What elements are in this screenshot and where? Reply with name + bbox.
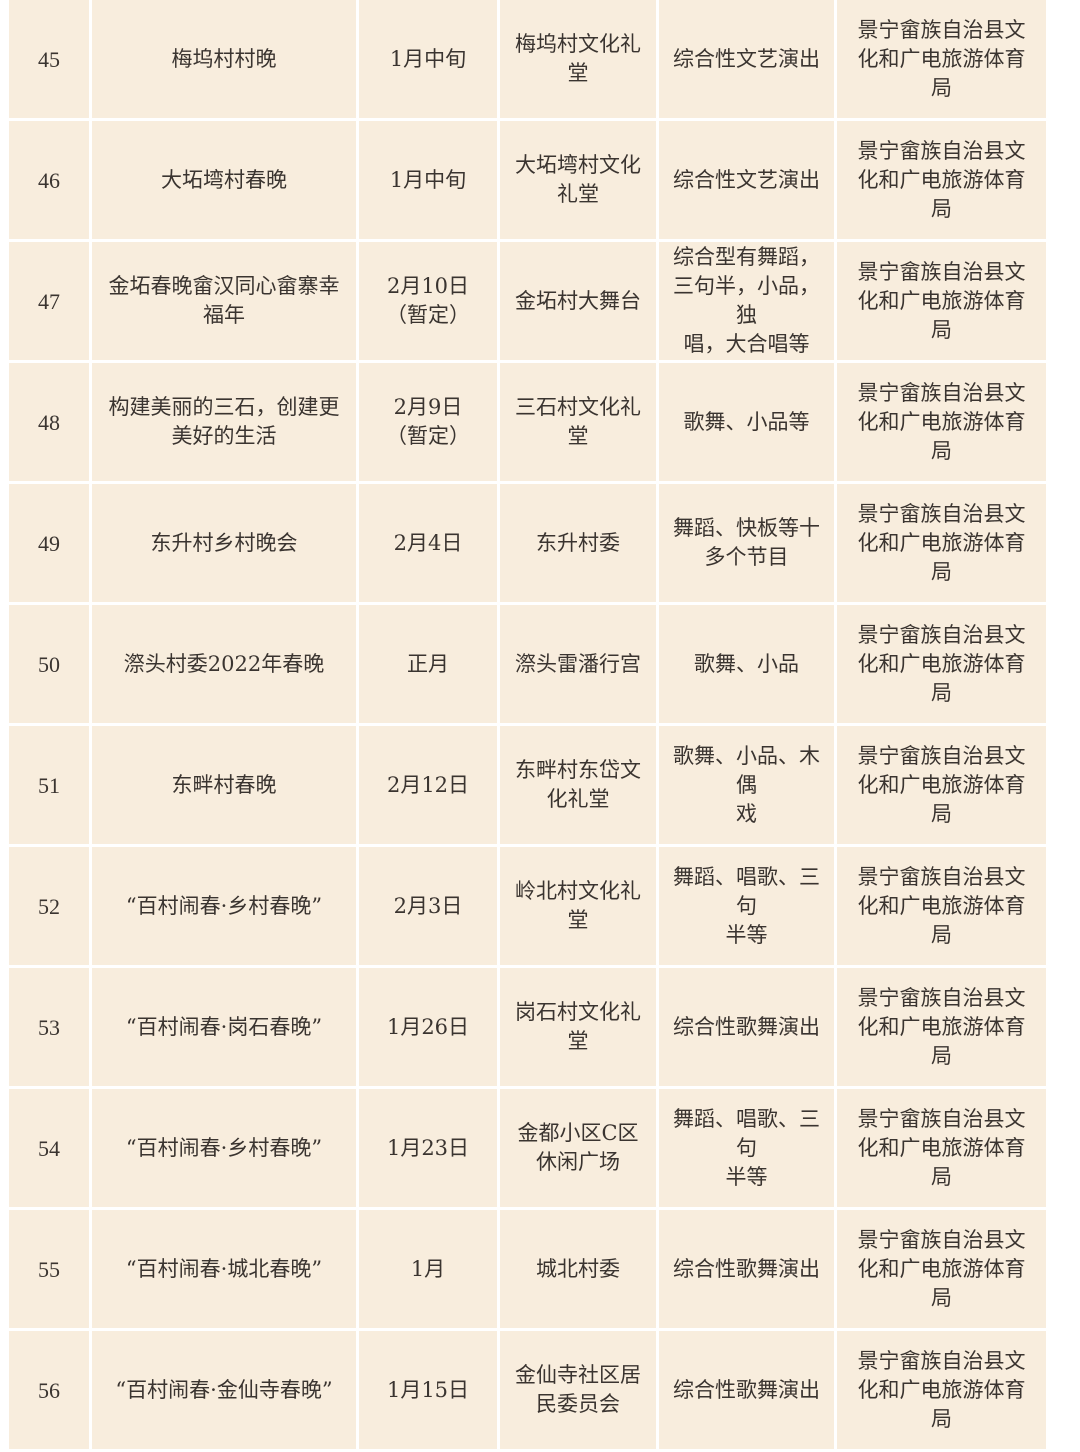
cell-venue: 金都小区C区 休闲广场 (500, 1089, 656, 1207)
cell-name: “百村闹春·岗石春晚” (92, 968, 356, 1086)
cell-date: 2月12日 (359, 726, 497, 844)
cell-org: 景宁畲族自治县文 化和广电旅游体育 局 (837, 726, 1046, 844)
cell-name: “百村闹春·城北春晚” (92, 1210, 356, 1328)
cell-no: 53 (9, 968, 89, 1086)
table-row: 52 “百村闹春·乡村春晚” 2月3日 岭北村文化礼 堂舞蹈、唱歌、三句 半等 景宁畲族… (9, 847, 1046, 965)
cell-name: “百村闹春·乡村春晚” (92, 1089, 356, 1207)
cell-content: 综合型有舞蹈， 三句半，小品，独 唱，大合唱等 (659, 242, 834, 360)
cell-no: 48 (9, 363, 89, 481)
cell-name: 梅坞村村晚 (92, 0, 356, 118)
cell-content: 综合性歌舞演出 (659, 1210, 834, 1328)
cell-name: 漈头村委2022年春晚 (92, 605, 356, 723)
cell-no: 52 (9, 847, 89, 965)
table-row: 50 漈头村委2022年春晚 正月 漈头雷潘行宫 歌舞、小品 景宁畲族自治县文 化和广电旅… (9, 605, 1046, 723)
table-row: 55 “百村闹春·城北春晚” 1月 城北村委 综合性歌舞演出 景宁畲族自治县文 化和广电旅… (9, 1210, 1046, 1328)
cell-venue: 城北村委 (500, 1210, 656, 1328)
table-row: 49 东升村乡村晚会 2月4日 东升村委 舞蹈、快板等十 多个节目 景宁畲族自治县文 化和… (9, 484, 1046, 602)
cell-org: 景宁畲族自治县文 化和广电旅游体育 局 (837, 1331, 1046, 1449)
cell-content: 歌舞、小品 (659, 605, 834, 723)
cell-no: 45 (9, 0, 89, 118)
table-row: 45 梅坞村村晚 1月中旬 梅坞村文化礼 堂综合性文艺演出 景宁畲族自治县文 化和广电旅… (9, 0, 1046, 118)
cell-org: 景宁畲族自治县文 化和广电旅游体育 局 (837, 1210, 1046, 1328)
table-row: 54 “百村闹春·乡村春晚” 1月23日 金都小区C区 休闲广场 舞蹈、唱歌、三句 半等… (9, 1089, 1046, 1207)
cell-date: 1月 (359, 1210, 497, 1328)
cell-no: 47 (9, 242, 89, 360)
cell-content: 综合性歌舞演出 (659, 1331, 834, 1449)
cell-venue: 大坧塆村文化 礼堂 (500, 121, 656, 239)
cell-date: 1月中旬 (359, 0, 497, 118)
cell-venue: 东升村委 (500, 484, 656, 602)
cell-date: 1月26日 (359, 968, 497, 1086)
cell-org: 景宁畲族自治县文 化和广电旅游体育 局 (837, 121, 1046, 239)
cell-no: 55 (9, 1210, 89, 1328)
cell-venue: 金坧村大舞台 (500, 242, 656, 360)
cell-date: 2月9日 （暂定） (359, 363, 497, 481)
table-row: 53 “百村闹春·岗石春晚” 1月26日 岗石村文化礼 堂综合性歌舞演出 景宁畲族自治县… (9, 968, 1046, 1086)
cell-venue: 漈头雷潘行宫 (500, 605, 656, 723)
cell-content: 舞蹈、唱歌、三句 半等 (659, 1089, 834, 1207)
cell-content: 综合性文艺演出 (659, 121, 834, 239)
cell-no: 54 (9, 1089, 89, 1207)
cell-org: 景宁畲族自治县文 化和广电旅游体育 局 (837, 0, 1046, 118)
cell-org: 景宁畲族自治县文 化和广电旅游体育 局 (837, 363, 1046, 481)
cell-name: 东畔村春晚 (92, 726, 356, 844)
cell-name: 东升村乡村晚会 (92, 484, 356, 602)
table-row: 48 构建美丽的三石，创建更 美好的生活 2月9日 （暂定） 三石村文化礼 堂歌舞、小… (9, 363, 1046, 481)
cell-venue: 岗石村文化礼 堂 (500, 968, 656, 1086)
cell-name: 金坧春晚畲汉同心畲寨幸 福年 (92, 242, 356, 360)
cell-venue: 梅坞村文化礼 堂 (500, 0, 656, 118)
events-table: 45 梅坞村村晚 1月中旬 梅坞村文化礼 堂综合性文艺演出 景宁畲族自治县文 化和广电旅… (6, 0, 1049, 1452)
cell-date: 2月10日 （暂定） (359, 242, 497, 360)
cell-no: 49 (9, 484, 89, 602)
cell-content: 综合性文艺演出 (659, 0, 834, 118)
cell-org: 景宁畲族自治县文 化和广电旅游体育 局 (837, 242, 1046, 360)
cell-no: 46 (9, 121, 89, 239)
cell-date: 2月4日 (359, 484, 497, 602)
cell-name: 大坧塆村春晚 (92, 121, 356, 239)
cell-org: 景宁畲族自治县文 化和广电旅游体育 局 (837, 605, 1046, 723)
table-row: 47 金坧春晚畲汉同心畲寨幸 福年 2月10日 （暂定） 金坧村大舞台 综合型有舞蹈， … (9, 242, 1046, 360)
cell-name: “百村闹春·金仙寺春晚” (92, 1331, 356, 1449)
cell-date: 2月3日 (359, 847, 497, 965)
cell-content: 歌舞、小品等 (659, 363, 834, 481)
cell-name: “百村闹春·乡村春晚” (92, 847, 356, 965)
table-row: 46 大坧塆村春晚 1月中旬 大坧塆村文化 礼堂 综合性文艺演出 景宁畲族自治县文 化和广… (9, 121, 1046, 239)
cell-date: 1月23日 (359, 1089, 497, 1207)
table-row: 51 东畔村春晚 2月12日 东畔村东岱文 化礼堂 歌舞、小品、木偶 戏景宁畲族自治县文… (9, 726, 1046, 844)
table-row: 56 “百村闹春·金仙寺春晚” 1月15日 金仙寺社区居 民委员会 综合性歌舞演出 景宁畲… (9, 1331, 1046, 1449)
cell-venue: 三石村文化礼 堂 (500, 363, 656, 481)
cell-content: 舞蹈、快板等十 多个节目 (659, 484, 834, 602)
cell-org: 景宁畲族自治县文 化和广电旅游体育 局 (837, 1089, 1046, 1207)
cell-venue: 岭北村文化礼 堂 (500, 847, 656, 965)
cell-venue: 金仙寺社区居 民委员会 (500, 1331, 656, 1449)
cell-content: 舞蹈、唱歌、三句 半等 (659, 847, 834, 965)
cell-no: 51 (9, 726, 89, 844)
cell-date: 正月 (359, 605, 497, 723)
cell-date: 1月15日 (359, 1331, 497, 1449)
cell-venue: 东畔村东岱文 化礼堂 (500, 726, 656, 844)
cell-org: 景宁畲族自治县文 化和广电旅游体育 局 (837, 484, 1046, 602)
cell-org: 景宁畲族自治县文 化和广电旅游体育 局 (837, 968, 1046, 1086)
cell-org: 景宁畲族自治县文 化和广电旅游体育 局 (837, 847, 1046, 965)
cell-date: 1月中旬 (359, 121, 497, 239)
cell-content: 综合性歌舞演出 (659, 968, 834, 1086)
cell-content: 歌舞、小品、木偶 戏 (659, 726, 834, 844)
cell-name: 构建美丽的三石，创建更 美好的生活 (92, 363, 356, 481)
cell-no: 56 (9, 1331, 89, 1449)
cell-no: 50 (9, 605, 89, 723)
